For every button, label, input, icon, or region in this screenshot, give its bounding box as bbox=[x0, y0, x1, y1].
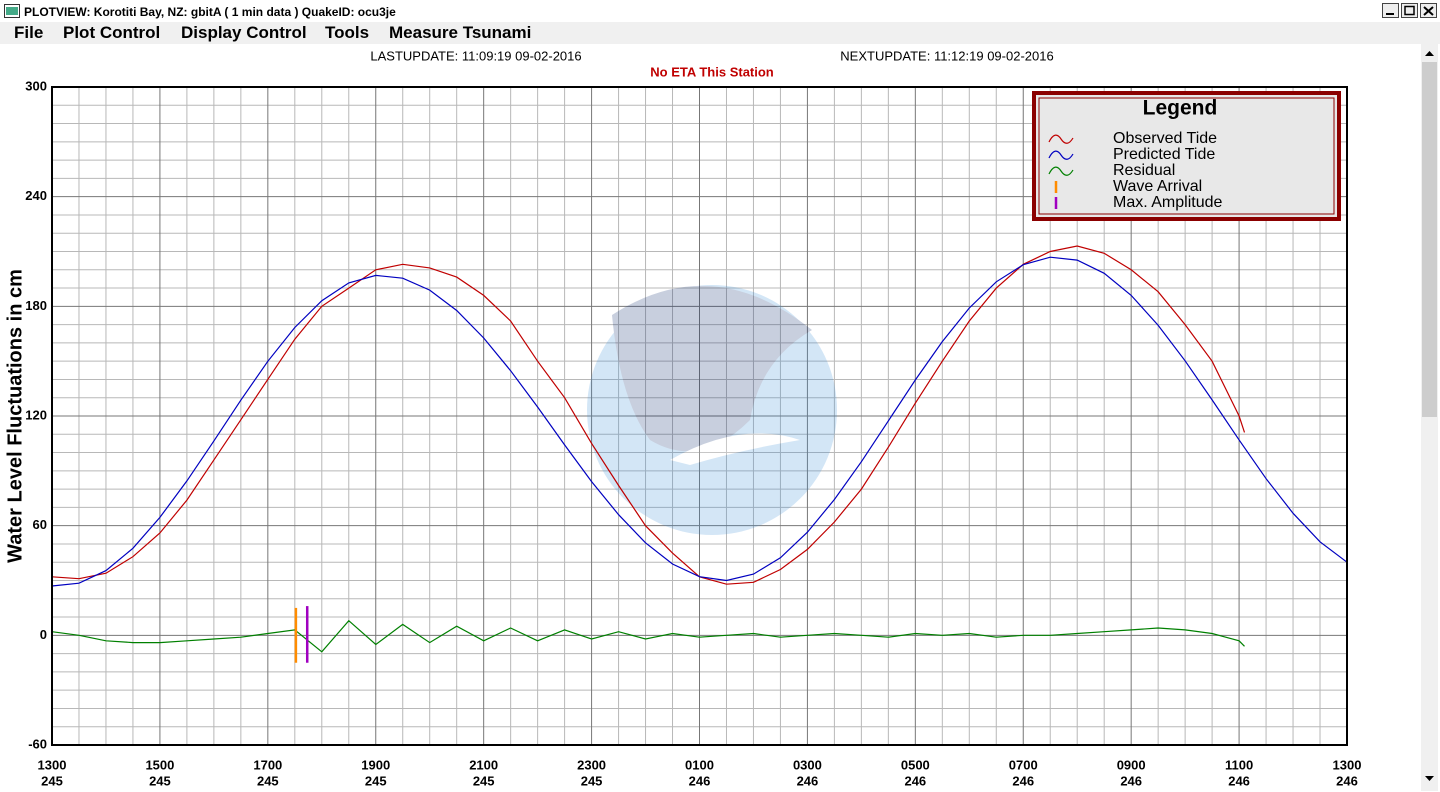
x-tick-label: 1500 bbox=[145, 757, 174, 772]
legend-label: Residual bbox=[1113, 162, 1175, 179]
watermark-logo bbox=[587, 285, 837, 535]
x-tick-label: 246 bbox=[904, 773, 926, 788]
y-tick-label: 300 bbox=[25, 78, 47, 93]
menu-item[interactable]: Tools bbox=[325, 23, 370, 42]
x-tick-label: 245 bbox=[473, 773, 495, 788]
menu-item[interactable]: Measure Tsunami bbox=[389, 23, 532, 42]
x-tick-label: 245 bbox=[365, 773, 387, 788]
y-tick-label: 240 bbox=[25, 188, 47, 203]
x-tick-label: 246 bbox=[1120, 773, 1142, 788]
legend-label: Predicted Tide bbox=[1113, 146, 1215, 163]
x-tick-label: 246 bbox=[797, 773, 819, 788]
menu-item[interactable]: File bbox=[14, 23, 44, 42]
title-bar: PLOTVIEW: Korotiti Bay, NZ: gbitA ( 1 mi… bbox=[0, 0, 1440, 23]
y-tick-label: 0 bbox=[40, 627, 47, 642]
window-controls[interactable] bbox=[1382, 3, 1438, 19]
series-line bbox=[51, 619, 1245, 653]
x-tick-label: 1900 bbox=[361, 757, 390, 772]
x-tick-label: 245 bbox=[149, 773, 171, 788]
legend-swatch bbox=[1048, 134, 1074, 144]
x-tick-label: 0700 bbox=[1009, 757, 1038, 772]
x-tick-label: 2100 bbox=[469, 757, 498, 772]
window-title: PLOTVIEW: Korotiti Bay, NZ: gbitA ( 1 mi… bbox=[24, 5, 396, 19]
legend-box bbox=[1032, 91, 1341, 221]
last-update: LASTUPDATE: 11:09:19 09-02-2016 bbox=[370, 48, 581, 63]
x-tick-label: 246 bbox=[1336, 773, 1358, 788]
y-tick-label: 180 bbox=[25, 298, 47, 313]
y-tick-label: 120 bbox=[25, 407, 47, 422]
y-axis-label: Water Level Fluctuations in cm bbox=[4, 269, 26, 563]
legend-label: Max. Amplitude bbox=[1113, 194, 1222, 211]
scroll-down[interactable] bbox=[1425, 776, 1434, 781]
legend-swatch bbox=[1048, 166, 1074, 176]
app-icon bbox=[4, 4, 20, 18]
menu-item[interactable]: Plot Control bbox=[63, 23, 161, 42]
x-tick-label: 246 bbox=[689, 773, 711, 788]
plot-area bbox=[51, 245, 1348, 663]
series-line bbox=[51, 256, 1348, 587]
x-tick-label: 245 bbox=[581, 773, 603, 788]
menu-item[interactable]: Display Control bbox=[181, 23, 307, 42]
legend-title: Legend bbox=[1143, 97, 1218, 120]
x-tick-label: 246 bbox=[1228, 773, 1250, 788]
menu-bar: File Plot Control Display Control Tools … bbox=[0, 22, 1440, 44]
x-tick-label: 0900 bbox=[1117, 757, 1146, 772]
legend-label: Observed Tide bbox=[1113, 130, 1217, 147]
x-tick-label: 0100 bbox=[685, 757, 714, 772]
plot-frame bbox=[51, 86, 1348, 746]
x-tick-label: 0300 bbox=[793, 757, 822, 772]
x-tick-label: 0500 bbox=[901, 757, 930, 772]
legend-inner-border bbox=[1038, 97, 1335, 215]
legend-label: Wave Arrival bbox=[1113, 178, 1202, 195]
series-line bbox=[51, 245, 1246, 585]
chart: LASTUPDATE: 11:09:19 09-02-2016 NEXTUPDA… bbox=[4, 44, 1438, 791]
x-tick-label: 246 bbox=[1012, 773, 1034, 788]
y-tick-label: 60 bbox=[33, 517, 47, 532]
next-update: NEXTUPDATE: 11:12:19 09-02-2016 bbox=[840, 48, 1053, 63]
x-tick-label: 245 bbox=[41, 773, 63, 788]
x-tick-label: 2300 bbox=[577, 757, 606, 772]
x-tick-label: 1300 bbox=[1333, 757, 1362, 772]
subtitle: No ETA This Station bbox=[650, 64, 774, 79]
legend-swatch bbox=[1048, 150, 1074, 160]
x-tick-label: 1100 bbox=[1225, 757, 1253, 772]
x-tick-label: 1700 bbox=[253, 757, 282, 772]
scroll-thumb[interactable] bbox=[1422, 62, 1437, 417]
x-tick-label: 245 bbox=[257, 773, 279, 788]
y-tick-label: -60 bbox=[28, 736, 47, 751]
scroll-up[interactable] bbox=[1425, 51, 1434, 56]
x-tick-label: 1300 bbox=[38, 757, 67, 772]
